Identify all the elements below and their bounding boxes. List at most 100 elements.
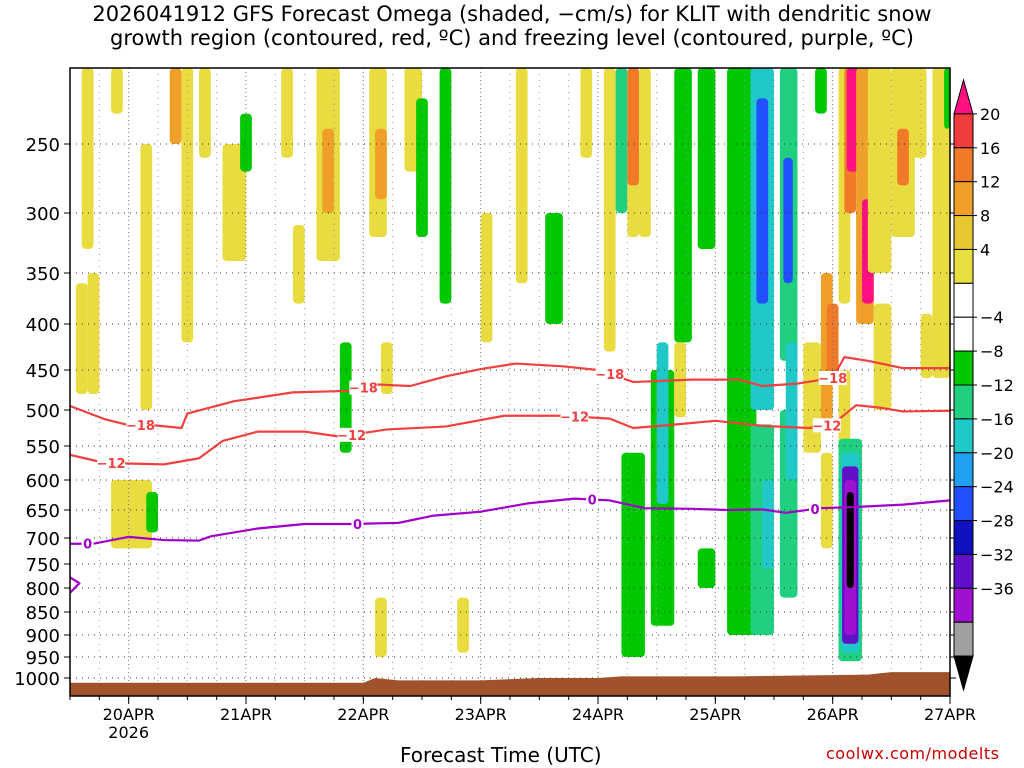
y-tick-label: 1000 [14,669,60,690]
y-tick-label: 900 [26,626,60,647]
y-tick-label: 250 [26,135,60,156]
omega-cell [292,225,305,304]
colorbar-swatch [953,384,974,420]
credit-text: coolwx.com/modelts [826,744,1000,763]
colorbar-label: −28 [980,512,1014,531]
omega-cell [457,597,469,653]
contour-label-bg [351,516,364,531]
x-tick-label: 24APR [572,705,624,724]
x-tick-label: 25APR [689,705,741,724]
colorbar-bottom-triangle [953,655,974,692]
y-tick-label: 550 [26,437,60,458]
contour-label: −18 [126,419,155,434]
x-tick-label: 26APR [807,705,859,724]
x-tick-label: 20APR [103,705,155,724]
x-axis-title: Forecast Time (UTC) [400,743,602,767]
omega-cell [416,98,428,238]
omega-cell [820,452,833,549]
omega-cell [380,342,393,394]
colorbar-swatch [953,553,974,589]
omega-cell [674,68,692,343]
omega-cell [867,68,892,273]
colorbar-label: −24 [980,478,1014,497]
omega-shading [75,68,950,662]
contour-label-bg [97,456,126,471]
omega-cell [515,68,528,284]
omega-cell [803,342,821,453]
omega-cell [81,68,94,249]
colorbar-swatch [953,147,974,183]
omega-cell [846,492,854,588]
contour-label-bg [337,427,366,442]
x-tick-label: 27APR [924,705,976,724]
contour-label-bg [809,502,822,516]
contour-line [70,576,81,594]
omega-cell [580,68,593,158]
omega-cell [732,68,745,378]
omega-cell [908,68,927,158]
contour-label: −12 [337,429,366,444]
omega-cell [322,128,334,213]
x-tick-label: 21APR [220,705,272,724]
contour-label: −12 [560,410,589,425]
contour-label: −18 [595,368,624,383]
y-tick-label: 750 [26,555,60,576]
omega-cell [897,128,909,186]
contour-label-bg [126,418,155,433]
colorbar-swatch [953,486,974,522]
omega-cell [621,452,645,657]
colorbar-swatch [953,215,974,250]
colorbar-label: −12 [980,376,1014,395]
colorbar-label: −16 [980,410,1014,429]
colorbar-label: 8 [980,207,990,226]
colorbar-swatch [953,248,974,284]
y-tick-label: 450 [26,361,60,382]
omega-cell [439,68,452,304]
colorbar-swatch [953,621,974,657]
omega-cell [697,548,716,588]
grid [69,68,950,696]
colorbar-label: −36 [980,579,1014,598]
omega-cell [111,68,123,114]
colorbar-swatch [953,316,974,352]
omega-cell [146,492,158,533]
contour-label: −12 [97,457,126,472]
y-tick-label: 400 [26,315,60,336]
contour-label-bg [586,492,599,507]
contour-label: 0 [811,503,820,518]
colorbar-swatch [953,113,974,149]
y-tick-label: 650 [26,501,60,522]
omega-cell [169,68,182,144]
contour-label: −12 [812,419,841,434]
y-tick-label: 500 [26,401,60,422]
colorbar-swatch [953,520,974,555]
omega-cell [480,213,493,343]
colorbar-label: −20 [980,444,1014,463]
y-tick-label: 350 [26,264,60,285]
contour-label-bg [812,418,841,433]
omega-cell [932,68,950,378]
colorbar-top-triangle [953,78,974,115]
y-tick-label: 800 [26,579,60,600]
omega-cell [87,273,100,394]
contour-label-bg [349,380,378,395]
colorbar-swatch [953,282,974,318]
colorbar-label: 16 [980,139,1000,158]
chart-title-line-2: growth region (contoured, red, ºC) and f… [110,26,914,50]
contour-label: 0 [588,494,597,509]
y-tick-label: 700 [26,529,60,550]
omega-cell [545,213,563,324]
omega-cell [375,597,387,657]
omega-cell [199,68,211,158]
omega-cell [281,68,293,158]
colorbar-label: 12 [980,173,1000,192]
colorbar-label: −32 [980,545,1014,564]
terrain-surface [70,672,950,696]
omega-cell [615,68,628,213]
omega-cell [783,157,793,284]
colorbar-swatch [953,350,974,386]
x-tick-label: 22APR [337,705,389,724]
omega-cell [920,313,933,378]
omega-cell [762,480,774,569]
